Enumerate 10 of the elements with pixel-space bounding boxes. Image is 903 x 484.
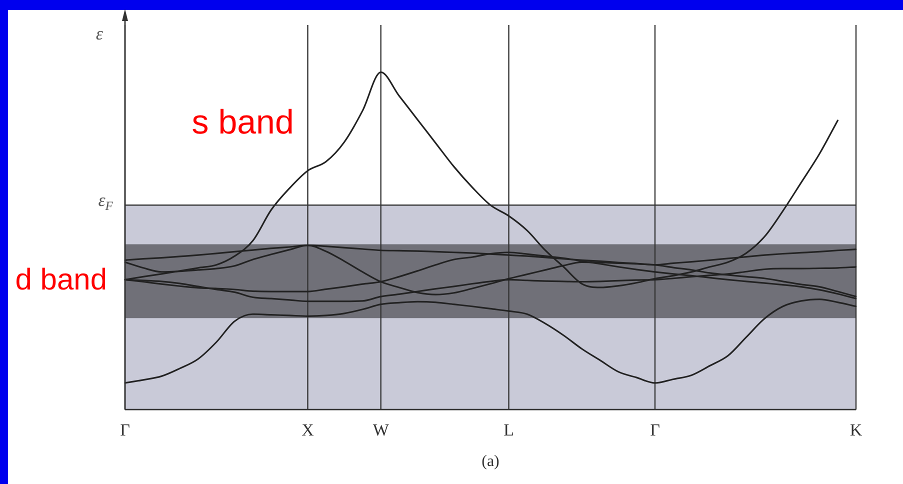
- x-tick-label: L: [504, 420, 514, 440]
- x-tick-label: Γ: [650, 420, 660, 440]
- text: (a): [482, 452, 500, 470]
- x-tick-label: Γ: [120, 420, 130, 440]
- x-tick-label: W: [372, 420, 390, 440]
- band-label: d band: [15, 263, 108, 296]
- x-tick-label: K: [850, 420, 863, 440]
- y-axis-title: ε: [96, 24, 104, 44]
- x-tick-label: X: [302, 420, 314, 440]
- series-label: s band: [192, 104, 294, 142]
